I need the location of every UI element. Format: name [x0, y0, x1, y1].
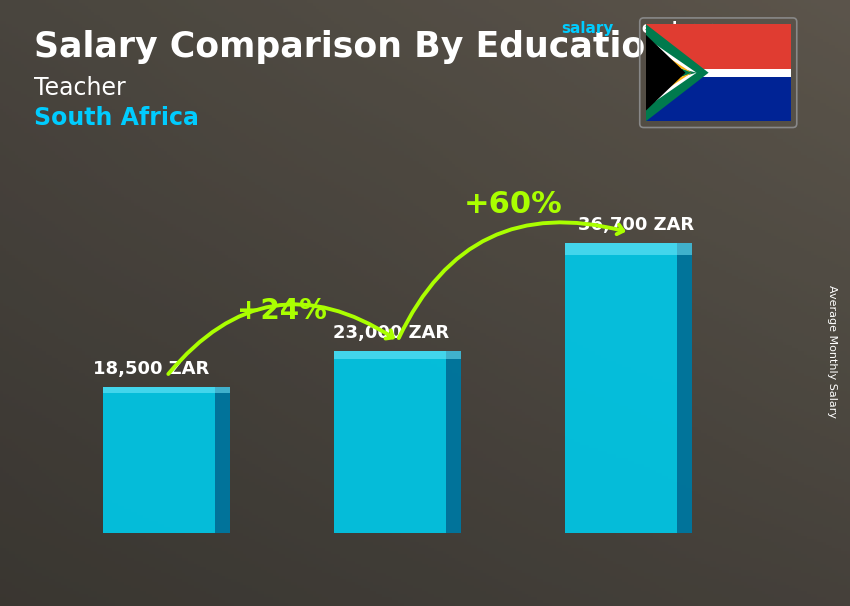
Bar — [215, 387, 230, 533]
Text: .com: .com — [727, 21, 768, 36]
Polygon shape — [646, 24, 709, 121]
Text: 23,000 ZAR: 23,000 ZAR — [333, 324, 449, 342]
Bar — [646, 73, 790, 121]
Bar — [646, 69, 790, 76]
Bar — [334, 351, 462, 359]
Polygon shape — [646, 42, 692, 73]
Bar — [103, 387, 230, 533]
Bar — [646, 24, 790, 73]
Bar — [446, 351, 462, 533]
Polygon shape — [646, 73, 697, 108]
Text: explorer: explorer — [642, 21, 714, 36]
Text: Salary Comparison By Education: Salary Comparison By Education — [34, 30, 670, 64]
Text: Average Monthly Salary: Average Monthly Salary — [827, 285, 837, 418]
Bar — [677, 243, 692, 533]
Polygon shape — [646, 73, 692, 103]
Text: +24%: +24% — [237, 296, 327, 325]
Bar — [334, 351, 462, 533]
Polygon shape — [646, 38, 697, 73]
Bar — [565, 243, 692, 255]
Text: South Africa: South Africa — [34, 106, 199, 130]
Bar — [103, 387, 230, 393]
Polygon shape — [646, 35, 685, 110]
Text: +60%: +60% — [464, 190, 563, 219]
Text: salary: salary — [561, 21, 614, 36]
Text: Teacher: Teacher — [34, 76, 126, 100]
Bar — [565, 243, 692, 533]
Text: 36,700 ZAR: 36,700 ZAR — [578, 216, 694, 234]
Text: 18,500 ZAR: 18,500 ZAR — [93, 360, 209, 378]
